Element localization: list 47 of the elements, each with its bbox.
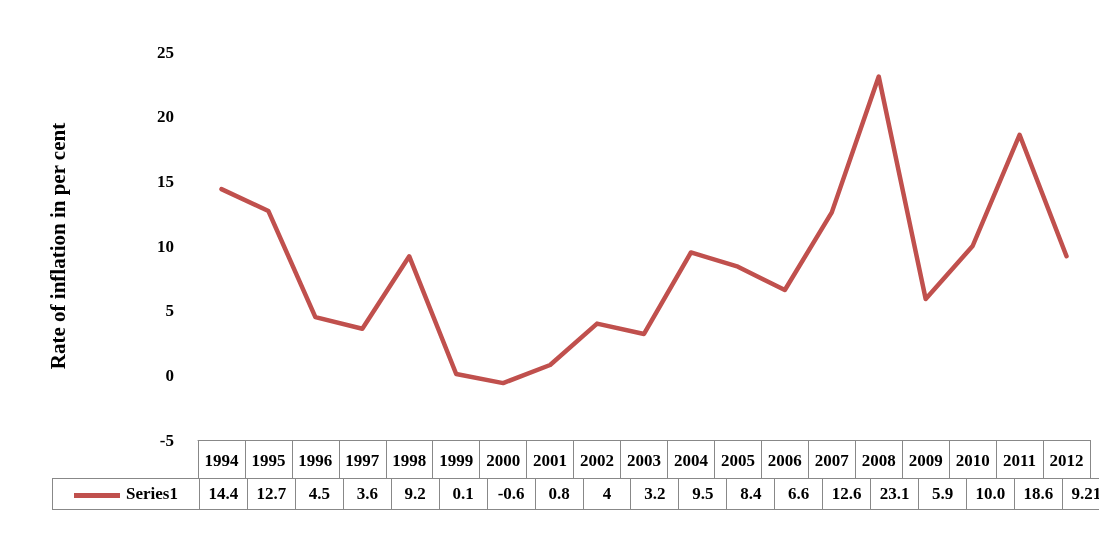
x-tick-label: 2001: [533, 451, 568, 470]
x-tick-label: 1999: [439, 451, 474, 470]
data-label: 6.6: [774, 478, 823, 510]
x-tick-label: 2005: [720, 451, 755, 470]
y-tick-label: 10: [157, 236, 174, 256]
data-label: 3.6: [343, 478, 392, 510]
y-tick-label: 5: [165, 301, 174, 321]
x-tick-label: 2002: [580, 451, 615, 470]
data-label: 9.5: [678, 478, 727, 510]
data-label: 0.1: [439, 478, 488, 510]
x-tick-label: 1998: [392, 451, 427, 470]
y-axis-title: Rate of inflation in per cent: [45, 122, 70, 370]
x-tick-label: 1995: [251, 451, 286, 470]
y-tick-label: 25: [157, 42, 174, 62]
data-label: -0.6: [487, 478, 536, 510]
data-label: 10.0: [966, 478, 1015, 510]
x-tick-label: 2000: [486, 451, 521, 470]
data-label: 3.2: [630, 478, 679, 510]
x-tick-label: 2006: [767, 451, 802, 470]
x-tick-label: 1997: [345, 451, 380, 470]
data-label: 5.9: [918, 478, 967, 510]
x-tick-label: 2011: [1003, 451, 1037, 470]
legend-label: Series1: [126, 484, 178, 503]
data-label: 9.2: [391, 478, 440, 510]
x-tick-label: 1994: [204, 451, 239, 470]
x-tick-label: 1996: [298, 451, 333, 470]
data-label: 14.4: [199, 478, 248, 510]
data-label: 8.4: [726, 478, 775, 510]
x-tick-label: 2012: [1049, 451, 1084, 470]
data-label: 0.8: [535, 478, 583, 510]
x-tick-label: 2008: [861, 451, 896, 470]
x-tick-label: 2007: [814, 451, 850, 470]
x-tick-label: 2009: [908, 451, 943, 470]
y-tick-label: 20: [157, 107, 174, 127]
y-tick-label: -5: [159, 430, 174, 450]
data-label: 23.1: [870, 478, 919, 510]
line-series: [219, 74, 1069, 386]
x-tick-label: 2003: [627, 451, 661, 470]
y-tick-label: 0: [165, 365, 174, 385]
data-label: 12.6: [822, 478, 871, 510]
data-label: 18.6: [1014, 478, 1063, 510]
data-label: 4.5: [295, 478, 344, 510]
y-tick-label: 15: [157, 171, 174, 191]
x-tick-label: 2004: [673, 451, 709, 470]
x-tick-label: 2010: [955, 451, 990, 470]
data-label: 12.7: [247, 478, 296, 510]
data-label: 4: [583, 478, 631, 510]
